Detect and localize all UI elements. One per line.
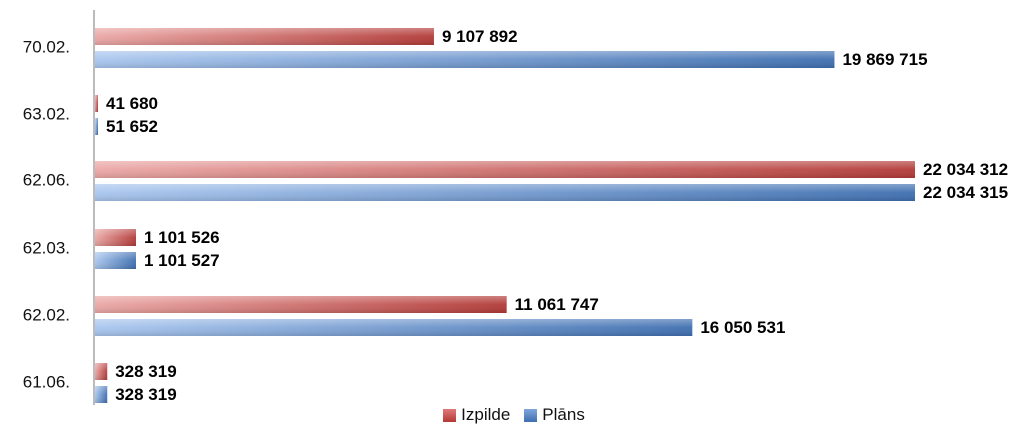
bar-highlight [95, 363, 108, 380]
legend-label-plans: Plāns [542, 405, 585, 424]
bar-highlight [95, 229, 136, 246]
data-label-plans: 22 034 315 [923, 183, 1008, 202]
data-label-izpilde: 11 061 747 [515, 295, 599, 314]
legend-label-izpilde: Izpilde [461, 405, 511, 424]
legend: Izpilde Plāns [0, 404, 1028, 426]
data-label-izpilde: 41 680 [106, 94, 158, 113]
bar-highlight [95, 386, 108, 403]
data-label-izpilde: 1 101 526 [144, 228, 220, 247]
bar-highlight [95, 118, 98, 135]
data-label-plans: 16 050 531 [700, 318, 785, 337]
bar-highlight [95, 161, 915, 178]
data-label-plans: 1 101 527 [144, 251, 220, 270]
data-label-plans: 51 652 [106, 117, 158, 136]
legend-swatch-plans [524, 408, 538, 422]
bar-highlight [95, 319, 693, 336]
data-label-plans: 19 869 715 [842, 50, 927, 69]
bar-highlight [95, 252, 136, 269]
bar-highlight [95, 51, 835, 68]
legend-swatch-izpilde [443, 408, 457, 422]
bar-highlight [95, 296, 507, 313]
category-label: 62.03. [23, 238, 70, 257]
category-label: 62.02. [23, 305, 70, 324]
bar-highlight [95, 184, 915, 201]
legend-item-izpilde: Izpilde [443, 405, 510, 425]
legend-item-plans: Plāns [524, 405, 585, 425]
bar-highlight [95, 28, 434, 45]
category-label: 61.06. [23, 372, 70, 391]
data-label-izpilde: 22 034 312 [923, 160, 1008, 179]
bar-highlight [95, 95, 98, 112]
category-label: 62.06. [23, 170, 70, 189]
category-label: 70.02. [23, 37, 70, 56]
category-label: 63.02. [23, 104, 70, 123]
data-label-izpilde: 328 319 [115, 362, 176, 381]
data-label-plans: 328 319 [115, 385, 176, 404]
data-label-izpilde: 9 107 892 [442, 27, 518, 46]
